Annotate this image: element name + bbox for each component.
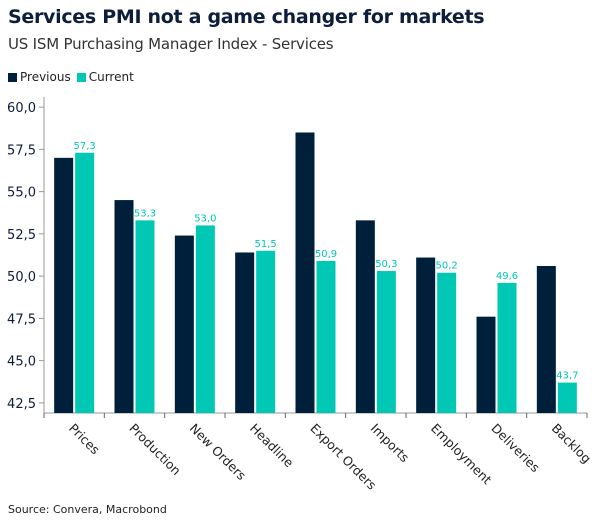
x-tick-label: Headline: [247, 421, 297, 471]
bar-previous: [174, 235, 194, 413]
legend-item-previous: Previous: [8, 70, 71, 84]
data-label-current: 51,5: [255, 239, 277, 250]
data-label-current: 50,3: [375, 259, 397, 270]
bar-current: [135, 220, 155, 413]
legend-swatch-current: [76, 72, 86, 82]
x-tick-label: Prices: [66, 421, 103, 458]
bar-previous: [235, 252, 255, 413]
bar-previous: [295, 132, 315, 413]
bar-previous: [476, 316, 496, 413]
bar-previous: [54, 157, 74, 413]
bar-previous: [536, 265, 556, 413]
data-label-current: 50,9: [315, 249, 337, 260]
x-tick-label: New Orders: [187, 421, 249, 483]
data-label-current: 49,6: [496, 271, 518, 282]
chart-subtitle: US ISM Purchasing Manager Index - Servic…: [8, 35, 334, 53]
data-label-current: 50,2: [436, 261, 458, 272]
bar-previous: [114, 200, 134, 413]
source-note: Source: Convera, Macrobond: [8, 503, 167, 516]
bar-current: [376, 271, 396, 413]
bar-previous: [416, 257, 436, 413]
bar-current: [316, 260, 336, 413]
data-label-current: 57,3: [74, 141, 96, 152]
y-tick-label: 42,5: [7, 397, 36, 412]
legend-label-current: Current: [88, 70, 134, 84]
legend-item-current: Current: [76, 70, 134, 84]
data-label-current: 53,0: [194, 213, 216, 224]
legend: Previous Current: [8, 70, 134, 84]
data-label-current: 53,3: [134, 208, 156, 219]
x-tick-label: Imports: [368, 421, 413, 466]
y-tick-label: 52,5: [7, 228, 36, 243]
bar-current: [75, 152, 95, 413]
y-tick-label: 47,5: [7, 312, 36, 327]
x-tick-label: Backlog: [549, 421, 595, 467]
y-tick-label: 50,0: [7, 270, 36, 285]
bar-previous: [355, 220, 375, 413]
bar-current: [557, 382, 577, 413]
y-tick-label: 45,0: [7, 355, 36, 370]
bar-current: [497, 282, 517, 413]
y-tick-label: 57,5: [7, 143, 36, 158]
y-tick-label: 55,0: [7, 186, 36, 201]
bar-current: [437, 272, 457, 413]
bar-current: [256, 250, 276, 413]
legend-swatch-previous: [8, 72, 17, 82]
chart-title: Services PMI not a game changer for mark…: [8, 6, 485, 28]
x-tick-label: Deliveries: [488, 421, 543, 476]
x-tick-label: Production: [126, 421, 184, 479]
y-tick-label: 60,0: [7, 101, 36, 116]
bar-current: [195, 225, 215, 413]
x-tick-label: Employment: [428, 421, 495, 488]
legend-label-previous: Previous: [20, 70, 71, 84]
data-label-current: 43,7: [556, 371, 578, 382]
